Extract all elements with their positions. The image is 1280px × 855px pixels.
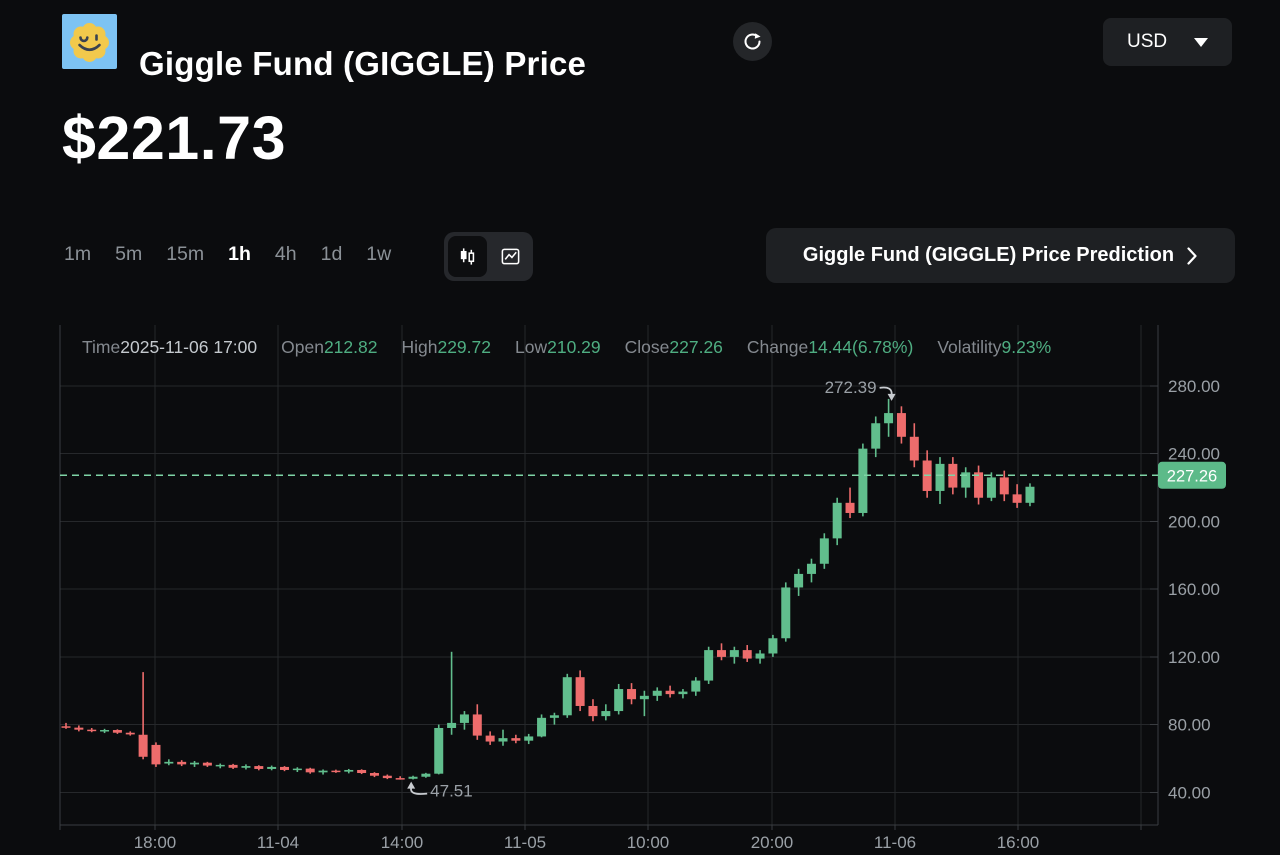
svg-text:240.00: 240.00 [1168, 445, 1220, 464]
svg-text:200.00: 200.00 [1168, 512, 1220, 531]
tab-1m[interactable]: 1m [64, 243, 92, 265]
tab-1w[interactable]: 1w [366, 243, 392, 265]
ohlc-change: Change 14.44(6.78%) [746, 337, 914, 357]
svg-text:160.00: 160.00 [1168, 580, 1220, 599]
candlestick-view-button[interactable] [447, 236, 487, 277]
low-annotation: 47.51 [407, 781, 473, 801]
candlestick-icon [460, 248, 474, 265]
ohlc-info-bar: Time 2025-11-06 17:00 Open 212.82 High 229.… [82, 337, 1051, 358]
currency-selector[interactable]: USD [1103, 18, 1232, 66]
svg-text:272.39: 272.39 [825, 378, 877, 397]
chart-axes [59, 325, 1159, 830]
chart-type-toggle [444, 232, 533, 281]
svg-text:11-05: 11-05 [504, 833, 546, 852]
chevron-right-icon [1187, 246, 1197, 265]
tab-1d[interactable]: 1d [320, 243, 343, 265]
high-annotation: 272.39 [825, 378, 896, 401]
page-title: Giggle Fund (GIGGLE) Price [139, 45, 587, 83]
price-prediction-button[interactable]: Giggle Fund (GIGGLE) Price Prediction [766, 228, 1235, 283]
tab-15m[interactable]: 15m [166, 243, 205, 265]
app-logo [62, 14, 117, 69]
price-prediction-label: Giggle Fund (GIGGLE) Price Prediction [802, 244, 1175, 266]
caret-down-icon [1194, 37, 1208, 47]
svg-text:11-04: 11-04 [257, 833, 299, 852]
ohlc-open: Open 212.82 [281, 337, 378, 357]
x-axis-labels: 18:00 11-04 14:00 11-05 10:00 20:00 11-06 16:00 [134, 833, 1040, 852]
svg-text:120.00: 120.00 [1168, 648, 1220, 667]
ohlc-volatility: Volatility 9.23% [937, 337, 1052, 357]
candles [61, 398, 1035, 780]
currency-value: USD [1127, 31, 1168, 52]
ohlc-close: Close 227.26 [624, 337, 723, 357]
refresh-button[interactable] [733, 22, 772, 61]
line-chart-icon [501, 248, 519, 265]
svg-text:40.00: 40.00 [1168, 783, 1211, 802]
line-view-button[interactable] [491, 236, 530, 277]
svg-text:47.51: 47.51 [430, 782, 473, 801]
svg-text:10:00: 10:00 [627, 833, 670, 852]
svg-text:18:00: 18:00 [134, 833, 177, 852]
ohlc-time: Time 2025-11-06 17:00 [82, 337, 258, 357]
y-axis-labels: 280.00 240.00 200.00 160.00 120.00 80.00 40.00 [1168, 377, 1220, 802]
chart-grid [60, 325, 1158, 825]
tab-4h[interactable]: 4h [274, 243, 297, 265]
giggle-logo-icon [62, 14, 117, 69]
refresh-icon [744, 33, 761, 50]
svg-text:280.00: 280.00 [1168, 377, 1220, 396]
timeframe-tabs: 1m 5m 15m 1h 4h 1d 1w [64, 243, 391, 266]
svg-text:227.26: 227.26 [1167, 467, 1217, 485]
tab-5m[interactable]: 5m [115, 243, 143, 265]
svg-text:20:00: 20:00 [751, 833, 794, 852]
current-price: $221.73 [62, 104, 286, 172]
svg-text:16:00: 16:00 [997, 833, 1040, 852]
svg-text:11-06: 11-06 [874, 833, 916, 852]
svg-text:80.00: 80.00 [1168, 716, 1211, 735]
svg-text:14:00: 14:00 [381, 833, 424, 852]
current-price-badge: 227.26 [1158, 461, 1226, 489]
ohlc-high: High 229.72 [401, 337, 491, 357]
ohlc-low: Low 210.29 [515, 337, 601, 357]
tab-1h[interactable]: 1h [228, 243, 251, 265]
